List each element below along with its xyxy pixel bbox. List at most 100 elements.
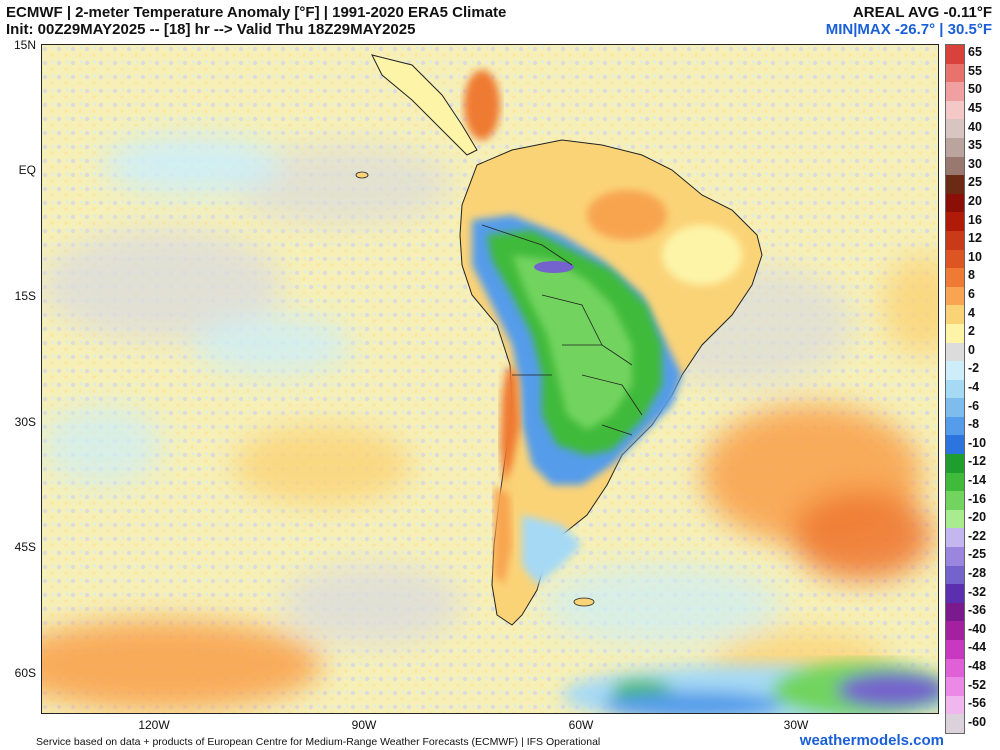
- colorbar-swatch: [946, 454, 964, 473]
- colorbar-tick-label: -44: [968, 640, 987, 655]
- colorbar-swatch: [946, 435, 964, 455]
- colorbar-tick-label: -40: [968, 621, 987, 636]
- colorbar-tick-label: -8: [968, 417, 980, 432]
- colorbar-tick-label: -2: [968, 361, 980, 376]
- colorbar-swatch: [946, 547, 964, 566]
- colorbar-swatch: [946, 342, 964, 362]
- colorbar-swatch: [946, 193, 964, 213]
- colorbar-tick-label: -28: [968, 565, 987, 580]
- colorbar-tick-label: 4: [968, 305, 975, 320]
- colorbar-tick-label: -56: [968, 696, 987, 711]
- colorbar-tick-label: 65: [968, 45, 982, 60]
- colorbar-tick-label: -12: [968, 454, 987, 469]
- colorbar-swatch: [946, 677, 964, 696]
- colorbar-swatch: [946, 621, 964, 640]
- colorbar-swatch: [946, 82, 964, 101]
- lat-label-60s: 60S: [14, 666, 36, 680]
- colorbar-swatch: [946, 156, 964, 176]
- colorbar-swatch: [946, 509, 964, 529]
- colorbar-tick-label: 50: [968, 82, 982, 97]
- cold-core: [534, 261, 574, 273]
- colorbar-swatch: [946, 602, 964, 622]
- lon-label-60w: 60W: [568, 718, 594, 732]
- colorbar-tick-label: 45: [968, 101, 982, 116]
- colorbar-tick-label: 35: [968, 138, 982, 153]
- map-canvas: [42, 45, 938, 713]
- colorbar-tick-label: -32: [968, 584, 987, 599]
- colorbar-swatch: [946, 212, 964, 231]
- colorbar-swatch: [946, 63, 964, 83]
- colorbar-tick-label: 10: [968, 249, 982, 264]
- southern-cold-band: [562, 662, 938, 713]
- lon-label-30w: 30W: [783, 718, 809, 732]
- colorbar-swatch: [946, 305, 964, 324]
- colorbar-tick-label: -4: [968, 380, 980, 394]
- country-borders: [481, 224, 643, 436]
- colorbar-swatch: [946, 361, 964, 380]
- colorbar-swatch: [946, 714, 964, 733]
- colorbar-tick-label: -60: [968, 714, 987, 729]
- colorbar-swatch: [946, 100, 964, 120]
- anomaly-map[interactable]: [41, 44, 939, 714]
- colorbar-tick-label: 0: [968, 342, 975, 357]
- colorbar-tick-label: 2: [968, 324, 975, 339]
- colorbar-swatch: [946, 472, 964, 492]
- colorbar-swatch: [946, 398, 964, 417]
- colorbar-swatch: [946, 323, 964, 343]
- colorbar-swatch: [946, 119, 964, 138]
- title-line-2: Init: 00Z29MAY2025 -- [18] hr --> Valid …: [6, 21, 416, 38]
- colorbar-tick-label: 16: [968, 212, 982, 227]
- lat-label-15n: 15N: [13, 38, 36, 52]
- colorbar-swatch: [946, 658, 964, 678]
- colorbar-swatch: [946, 491, 964, 510]
- colorbar-swatch: [946, 45, 964, 64]
- colorbar-tick-label: 25: [968, 175, 982, 190]
- stats-header: AREAL AVG -0.11°F MIN|MAX -26.7° | 30.5°…: [826, 4, 992, 38]
- lat-label-eq: EQ: [18, 163, 36, 177]
- colorbar-tick-label: -20: [968, 510, 987, 525]
- brand-link[interactable]: weathermodels.com: [799, 732, 944, 749]
- lat-label-45s: 45S: [14, 540, 36, 554]
- colorbar-tick-label: -10: [968, 435, 987, 450]
- lat-label-30s: 30S: [14, 415, 36, 429]
- colorbar-legend: [945, 44, 965, 734]
- colorbar-tick-label: -52: [968, 677, 987, 692]
- colorbar-swatch: [946, 695, 964, 715]
- colorbar-tick-label: -6: [968, 398, 980, 413]
- islands: [355, 171, 595, 607]
- central-america: [371, 54, 478, 156]
- colorbar-tick-label: 40: [968, 119, 982, 134]
- areal-average: AREAL AVG -0.11°F: [852, 4, 992, 21]
- colorbar-tick-label: -36: [968, 603, 987, 618]
- colorbar-swatch: [946, 416, 964, 436]
- colorbar-swatch: [946, 528, 964, 548]
- colorbar-tick-label: -25: [968, 547, 987, 562]
- colorbar-swatch: [946, 379, 964, 399]
- colorbar-swatch: [946, 249, 964, 269]
- colorbar-tick-label: -22: [968, 528, 987, 543]
- colorbar-tick-label: -14: [968, 472, 987, 487]
- lat-label-15s: 15S: [14, 289, 36, 303]
- colorbar-swatch: [946, 268, 964, 287]
- colorbar-swatch: [946, 640, 964, 659]
- colorbar-tick-label: 30: [968, 156, 982, 171]
- lon-label-90w: 90W: [351, 718, 377, 732]
- colorbar-tick-label: 55: [968, 63, 982, 78]
- colorbar-tick-label: -16: [968, 491, 987, 506]
- colorbar-tick-label: 6: [968, 287, 975, 302]
- colorbar-tick-label: -48: [968, 658, 987, 673]
- colorbar-tick-label: 20: [968, 194, 982, 209]
- min-max-values: MIN|MAX -26.7° | 30.5°F: [825, 21, 992, 38]
- colorbar-swatch: [946, 137, 964, 157]
- colorbar-tick-label: 12: [968, 231, 982, 246]
- colorbar-swatch: [946, 584, 964, 603]
- data-credit: Service based on data + products of Euro…: [36, 736, 601, 748]
- colorbar-swatch: [946, 175, 964, 194]
- lon-label-120w: 120W: [138, 718, 170, 732]
- title-line-1: ECMWF | 2-meter Temperature Anomaly [°F]…: [6, 4, 507, 21]
- colorbar-tick-label: 8: [968, 268, 975, 283]
- colorbar-swatch: [946, 286, 964, 306]
- colorbar-swatch: [946, 565, 964, 585]
- chart-title: ECMWF | 2-meter Temperature Anomaly [°F]…: [6, 4, 506, 38]
- colorbar-swatch: [946, 230, 964, 250]
